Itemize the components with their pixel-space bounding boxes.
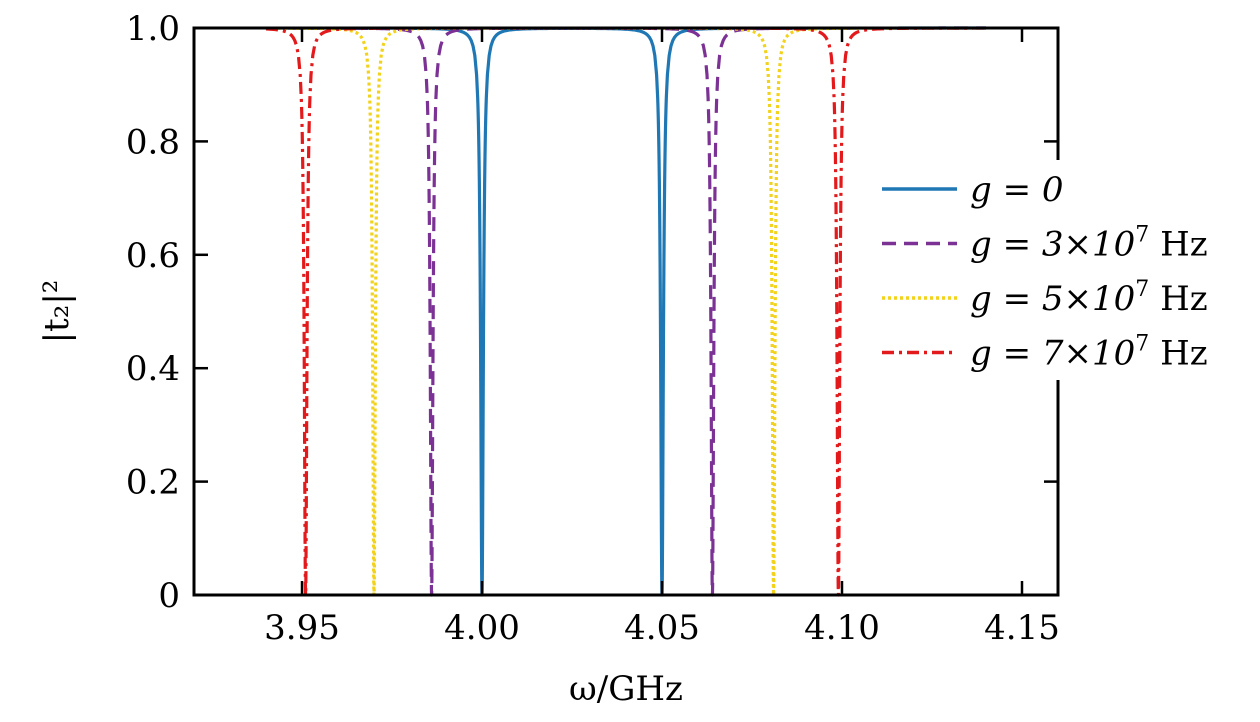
legend-background <box>872 160 1242 380</box>
legend-label-0: g = 0 <box>970 170 1064 210</box>
y-tick-label: 0 <box>158 576 180 616</box>
x-axis-label: ω/GHz <box>569 669 683 709</box>
x-tick-label: 4.05 <box>624 608 700 648</box>
y-axis-label: |t₂|² <box>37 280 77 344</box>
x-tick-label: 3.95 <box>264 608 340 648</box>
y-tick-label: 1.0 <box>126 9 180 49</box>
series-line-2 <box>265 26 986 597</box>
y-tick-label: 0.8 <box>126 122 180 162</box>
y-tick-label: 0.6 <box>126 236 180 276</box>
y-tick-label: 0.4 <box>126 349 180 389</box>
x-tick-label: 4.10 <box>804 608 880 648</box>
legend-label-2: g = 5×107 Hz <box>970 277 1208 319</box>
legend-label-1: g = 3×107 Hz <box>970 223 1208 265</box>
legend: g = 0 g = 3×107 Hz g = 5×107 Hz g = 7×107 H… <box>872 160 1242 380</box>
y-tick-label: 0.2 <box>126 463 180 503</box>
ticks-layer: 3.95 4.00 4.05 4.10 4.15 0 0.2 0.4 0.6 0.8 1.0 <box>126 9 1060 648</box>
x-tick-label: 4.15 <box>984 608 1060 648</box>
x-tick-label: 4.00 <box>444 608 520 648</box>
legend-label-3: g = 7×107 Hz <box>970 332 1208 374</box>
